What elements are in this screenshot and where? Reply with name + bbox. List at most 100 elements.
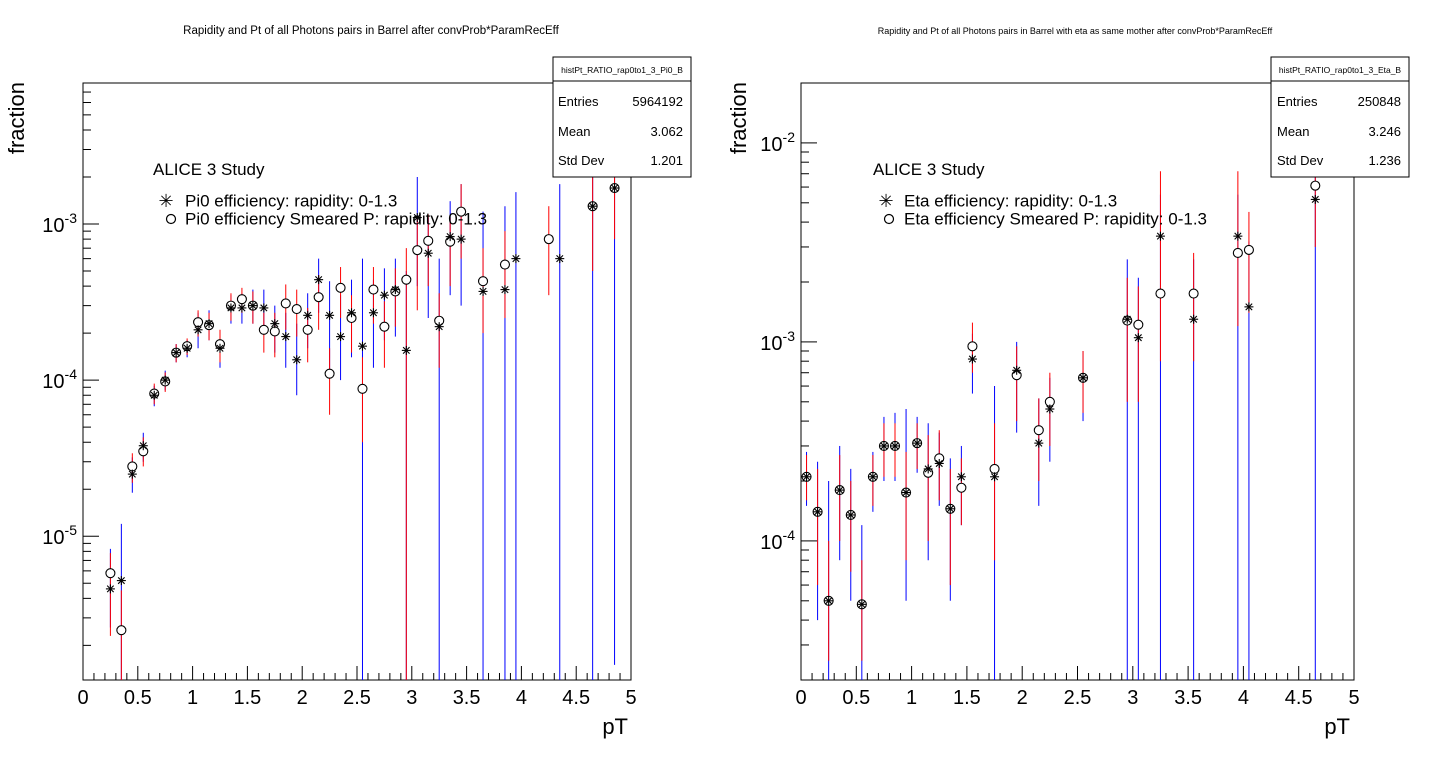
left-data-marks — [105, 129, 620, 680]
left-star-point — [390, 285, 400, 295]
right-circle-point — [967, 341, 978, 352]
left-circle-point — [543, 234, 554, 245]
right-star-point — [956, 472, 966, 482]
left-x-tick-label: 5 — [625, 687, 636, 709]
left-star-point — [588, 201, 598, 211]
left-star-point — [160, 375, 170, 385]
right-plot-area: 0 0.5 1 1.5 2 2.5 3 3.5 4 4.5 510-410-310-2 — [760, 82, 1360, 709]
right-stats-value-entries: 250848 — [1358, 94, 1401, 109]
left-star-point — [357, 341, 367, 351]
right-chart-panel: Rapidity and Pt of all Photons pairs in … — [726, 26, 1410, 739]
right-star-point — [934, 458, 944, 468]
right-x-tick-label: 4.5 — [1285, 687, 1313, 709]
left-star-point — [379, 290, 389, 300]
right-stats-label-entries: Entries — [1277, 94, 1318, 109]
right-star-point — [990, 472, 1000, 482]
left-star-point — [248, 301, 258, 311]
right-circle-point — [1155, 288, 1166, 299]
left-stats-value-entries: 5964192 — [632, 94, 683, 109]
left-x-tick-label: 1 — [187, 687, 198, 709]
right-star-point — [1133, 333, 1143, 343]
left-star-point — [116, 576, 126, 586]
left-star-point — [445, 232, 455, 242]
left-circle-point — [127, 461, 138, 472]
right-x-tick-label: 2.5 — [1064, 687, 1092, 709]
left-star-point — [237, 303, 247, 313]
right-star-point — [1233, 231, 1243, 241]
right-stats-name: histPt_RATIO_rap0to1_3_Eta_B — [1279, 65, 1402, 75]
left-circle-point — [324, 368, 335, 379]
left-x-tick-label: 0 — [77, 687, 88, 709]
left-x-tick-label: 3 — [406, 687, 417, 709]
right-x-axis-label: pT — [1324, 714, 1350, 739]
left-legend-label-1: Pi0 efficiency: rapidity: 0-1.3 — [185, 192, 397, 211]
right-circle-point — [1033, 425, 1044, 436]
left-stats-name: histPt_RATIO_rap0to1_3_Pi0_B — [561, 65, 683, 75]
left-legend-label-2: Pi0 efficiency Smeared P: rapidity: 0-1.… — [185, 210, 487, 229]
left-star-point — [182, 343, 192, 353]
left-star-point — [434, 322, 444, 332]
right-legend-star-marker: ✳ — [878, 191, 893, 211]
left-plot-area: 0 0.5 1 1.5 2 2.5 3 3.5 4 4.5 510-510-410-3 — [42, 82, 637, 709]
right-legend-circle-marker — [883, 213, 895, 225]
left-star-point — [127, 469, 137, 479]
left-star-point — [401, 345, 411, 355]
right-data-marks — [801, 123, 1321, 680]
left-circle-point — [357, 383, 368, 394]
right-circle-point — [1243, 244, 1254, 255]
right-star-point — [1244, 302, 1254, 312]
right-star-point — [802, 472, 812, 482]
left-stats-label-mean: Mean — [558, 124, 591, 139]
right-circle-point — [1133, 319, 1144, 330]
right-stats-label-stddev: Std Dev — [1277, 153, 1324, 168]
right-x-tick-label: 0 — [795, 687, 806, 709]
left-star-point — [281, 332, 291, 342]
left-stats-value-stddev: 1.201 — [650, 153, 683, 168]
left-star-point — [368, 308, 378, 318]
right-annotation: ALICE 3 Study — [873, 160, 985, 179]
left-star-point — [270, 319, 280, 329]
left-star-point — [336, 332, 346, 342]
left-star-point — [215, 343, 225, 353]
right-star-point — [835, 485, 845, 495]
left-x-tick-label: 3.5 — [453, 687, 481, 709]
left-star-point — [149, 390, 159, 400]
right-star-point — [1122, 314, 1132, 324]
left-x-tick-label: 2.5 — [343, 687, 371, 709]
right-circle-point — [1310, 180, 1321, 191]
right-x-tick-label: 3.5 — [1174, 687, 1202, 709]
left-star-point — [423, 248, 433, 258]
left-star-point — [500, 285, 510, 295]
left-star-point — [412, 213, 422, 223]
left-star-point — [171, 348, 181, 358]
right-star-point — [1012, 365, 1022, 375]
right-x-tick-label: 1.5 — [953, 687, 981, 709]
right-star-point — [846, 510, 856, 520]
left-stats-label-entries: Entries — [558, 94, 599, 109]
right-star-point — [1310, 194, 1320, 204]
left-circle-point — [116, 625, 127, 636]
right-stats-label-mean: Mean — [1277, 124, 1310, 139]
right-x-tick-label: 4 — [1238, 687, 1249, 709]
right-star-point — [1189, 314, 1199, 324]
right-x-tick-label: 5 — [1348, 687, 1359, 709]
left-circle-point — [258, 324, 269, 335]
right-star-point — [1045, 404, 1055, 414]
left-star-point — [105, 584, 115, 594]
left-circle-point — [291, 304, 302, 315]
right-star-point — [857, 599, 867, 609]
left-circle-point — [456, 206, 467, 217]
right-x-tick-label: 2 — [1017, 687, 1028, 709]
right-circle-point — [1188, 288, 1199, 299]
left-x-tick-label: 0.5 — [124, 687, 152, 709]
right-star-point — [868, 472, 878, 482]
right-stats-box: histPt_RATIO_rap0to1_3_Eta_B Entries 250… — [1270, 56, 1410, 178]
left-circle-point — [401, 274, 412, 285]
left-y-tick-label: 10-3 — [42, 210, 77, 237]
left-circle-point — [236, 294, 247, 305]
right-star-point — [945, 504, 955, 514]
left-circle-point — [499, 259, 511, 270]
left-star-point — [303, 310, 313, 320]
left-annotation: ALICE 3 Study — [153, 160, 265, 179]
